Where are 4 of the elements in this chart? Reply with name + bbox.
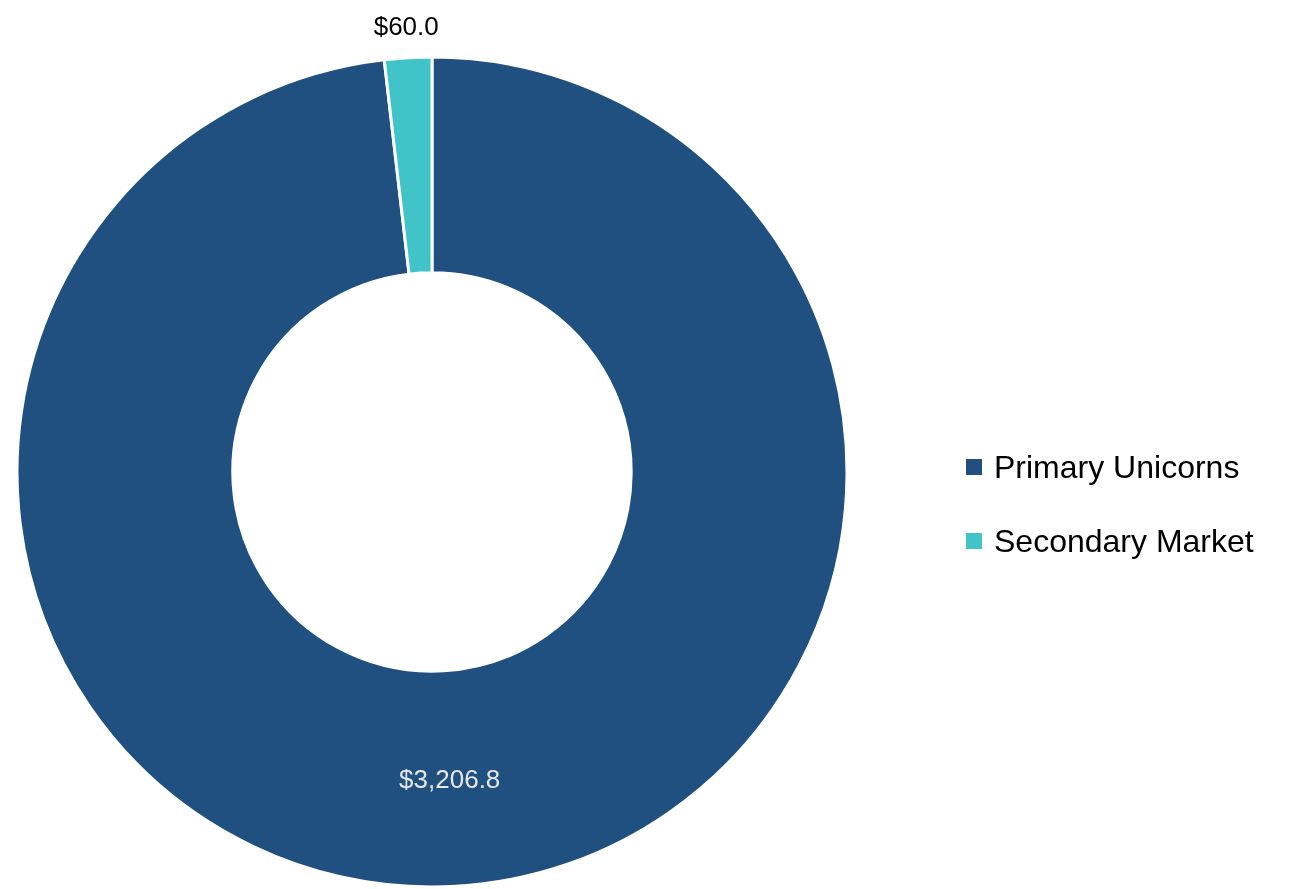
data-label: $3,206.8 <box>399 763 501 794</box>
data-label: $60.0 <box>373 10 439 41</box>
legend-label: Secondary Market <box>994 523 1254 559</box>
legend-label: Primary Unicorns <box>994 449 1240 485</box>
